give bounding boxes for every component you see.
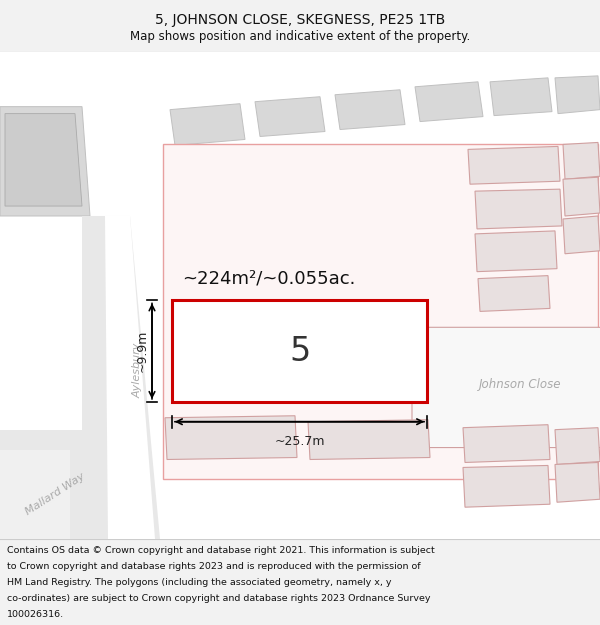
Bar [172, 301, 427, 402]
Text: Johnson Close: Johnson Close [479, 379, 561, 391]
Polygon shape [5, 114, 82, 206]
Polygon shape [255, 97, 325, 136]
Polygon shape [165, 416, 297, 459]
Polygon shape [0, 107, 90, 216]
Polygon shape [490, 78, 552, 116]
Polygon shape [82, 216, 160, 539]
Polygon shape [478, 276, 550, 311]
Text: ~25.7m: ~25.7m [274, 434, 325, 447]
Polygon shape [555, 462, 600, 503]
Text: HM Land Registry. The polygons (including the associated geometry, namely x, y: HM Land Registry. The polygons (includin… [7, 578, 392, 587]
Polygon shape [105, 216, 155, 539]
Polygon shape [335, 90, 405, 129]
Text: Contains OS data © Crown copyright and database right 2021. This information is : Contains OS data © Crown copyright and d… [7, 546, 435, 555]
Polygon shape [475, 189, 562, 229]
Text: Mallard Way: Mallard Way [23, 471, 86, 518]
Polygon shape [468, 146, 560, 184]
Text: co-ordinates) are subject to Crown copyright and database rights 2023 Ordnance S: co-ordinates) are subject to Crown copyr… [7, 594, 431, 602]
Text: 5, JOHNSON CLOSE, SKEGNESS, PE25 1TB: 5, JOHNSON CLOSE, SKEGNESS, PE25 1TB [155, 13, 445, 27]
Text: to Crown copyright and database rights 2023 and is reproduced with the permissio: to Crown copyright and database rights 2… [7, 562, 421, 571]
FancyBboxPatch shape [412, 328, 600, 448]
Polygon shape [163, 144, 598, 479]
Text: Map shows position and indicative extent of the property.: Map shows position and indicative extent… [130, 29, 470, 42]
Polygon shape [0, 449, 70, 539]
Polygon shape [308, 420, 430, 459]
Polygon shape [555, 428, 600, 464]
Polygon shape [0, 429, 82, 539]
Polygon shape [170, 104, 245, 146]
Polygon shape [463, 425, 550, 462]
Text: 100026316.: 100026316. [7, 609, 64, 619]
Polygon shape [463, 466, 550, 508]
Polygon shape [555, 76, 600, 114]
Text: 5: 5 [289, 334, 310, 367]
Polygon shape [563, 216, 600, 254]
Polygon shape [475, 231, 557, 272]
Polygon shape [563, 177, 600, 216]
Text: Aylesbury: Aylesbury [133, 342, 143, 398]
Text: ~9.9m: ~9.9m [136, 330, 149, 372]
Polygon shape [563, 142, 600, 179]
Text: ~224m²/~0.055ac.: ~224m²/~0.055ac. [182, 269, 355, 288]
Polygon shape [415, 82, 483, 122]
